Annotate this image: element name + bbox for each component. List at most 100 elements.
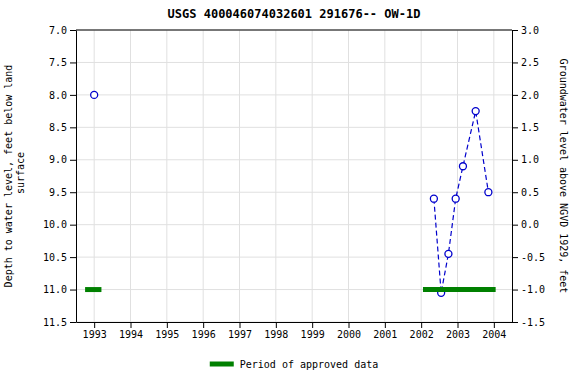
grid-line	[166, 30, 167, 322]
point	[91, 91, 98, 98]
tick: 9.0	[49, 154, 76, 165]
tick-mark	[131, 322, 132, 328]
grid-line	[275, 30, 276, 322]
point	[452, 195, 459, 202]
series-line	[434, 111, 489, 293]
tick-mark	[512, 290, 518, 291]
axis-line	[77, 322, 513, 323]
y-axis: 7.07.58.08.59.09.510.010.511.011.5	[43, 25, 77, 328]
tick-mark	[70, 127, 76, 128]
tick-mark	[70, 225, 76, 226]
grid-line	[203, 30, 204, 322]
tick: -1.0	[512, 284, 545, 295]
tick-mark	[70, 95, 76, 96]
point	[445, 250, 452, 257]
tick-label: -0.5	[521, 252, 545, 263]
tick-label: 1999	[301, 329, 325, 340]
tick: 1997	[228, 322, 252, 340]
y-axis-label: Depth to water level, feet below land su…	[3, 65, 26, 288]
tick: 11.5	[43, 317, 76, 328]
tick-mark	[167, 322, 168, 328]
tick-mark	[240, 322, 241, 328]
tick: 1994	[119, 322, 143, 340]
tick-mark	[70, 192, 76, 193]
tick-mark	[512, 192, 518, 193]
legend-label: Period of approved data	[240, 359, 378, 370]
tick-label: 1.0	[521, 154, 539, 165]
tick-mark	[512, 127, 518, 128]
tick-label: 1996	[192, 329, 216, 340]
tick: 11.0	[43, 284, 76, 295]
tick-label: 10.5	[43, 252, 67, 263]
tick: 1996	[192, 322, 216, 340]
tick-label: 9.0	[49, 154, 67, 165]
y2-axis: 3.0 2.5 2.0 1.5 1.0 0.5 0.0 -0.5 -1.0 -1.5	[512, 25, 545, 328]
tick-label: 1998	[264, 329, 288, 340]
grid-line	[76, 322, 512, 323]
frame-line	[76, 30, 512, 31]
tick-mark	[458, 322, 459, 328]
axis-line	[512, 31, 513, 323]
tick-mark	[512, 322, 518, 323]
tick: 0.0	[512, 219, 539, 230]
tick: 0.5	[512, 187, 539, 198]
tick-mark	[512, 160, 518, 161]
tick-mark	[385, 322, 386, 328]
point	[430, 195, 437, 202]
tick-mark	[512, 225, 518, 226]
grid-line	[348, 30, 349, 322]
tick: 7.5	[49, 57, 76, 68]
title: USGS 400046074032601 291676-- OW-1D	[168, 7, 421, 21]
tick-label: 1993	[83, 329, 107, 340]
tick-label: 2.5	[521, 57, 539, 68]
grid-line	[76, 62, 512, 63]
grid-line	[76, 30, 512, 31]
tick-mark	[512, 95, 518, 96]
grid-line	[76, 289, 512, 290]
tick: -1.5	[512, 317, 545, 328]
tick-label: 2000	[337, 329, 361, 340]
tick: 2003	[446, 322, 470, 340]
tick-label: 2003	[446, 329, 470, 340]
grid-line	[493, 30, 494, 322]
tick-label: 10.0	[43, 219, 67, 230]
tick: 2004	[482, 322, 506, 340]
tick: 10.5	[43, 252, 76, 263]
tick-label: -1.5	[521, 317, 545, 328]
tick-label: 2001	[373, 329, 397, 340]
tick: 1.5	[512, 122, 539, 133]
point	[459, 163, 466, 170]
tick-label: 7.5	[49, 57, 67, 68]
tick-label: 0.0	[521, 219, 539, 230]
grid-line	[76, 94, 512, 95]
point	[485, 189, 492, 196]
approved-period	[423, 287, 496, 292]
tick-mark	[512, 30, 518, 31]
plot: 1993 1994 1995 1996 1997 1998 1999 2000 2001 2002…	[3, 7, 569, 370]
tick-mark	[70, 257, 76, 258]
tick-label: 1995	[155, 329, 179, 340]
tick: 1.0	[512, 154, 539, 165]
tick: 2.0	[512, 90, 539, 101]
tick: 2001	[373, 322, 397, 340]
tick-label: 3.0	[521, 25, 539, 36]
grid-line	[94, 30, 95, 322]
tick: 1998	[264, 322, 288, 340]
legend-swatch	[210, 362, 234, 367]
point	[472, 108, 479, 115]
legend-item: Period of approved data	[210, 359, 378, 370]
tick-mark	[70, 322, 76, 323]
axis-line	[76, 31, 77, 323]
tick-mark	[512, 62, 518, 63]
tick-label: 11.0	[43, 284, 67, 295]
tick-label: 7.0	[49, 25, 67, 36]
tick: 8.5	[49, 122, 76, 133]
grid-line	[76, 127, 512, 128]
approved-period	[85, 287, 101, 292]
grid-line	[130, 30, 131, 322]
tick: 1999	[301, 322, 325, 340]
tick-mark	[421, 322, 422, 328]
tick-mark	[94, 322, 95, 328]
tick: 2002	[410, 322, 434, 340]
tick: 8.0	[49, 90, 76, 101]
